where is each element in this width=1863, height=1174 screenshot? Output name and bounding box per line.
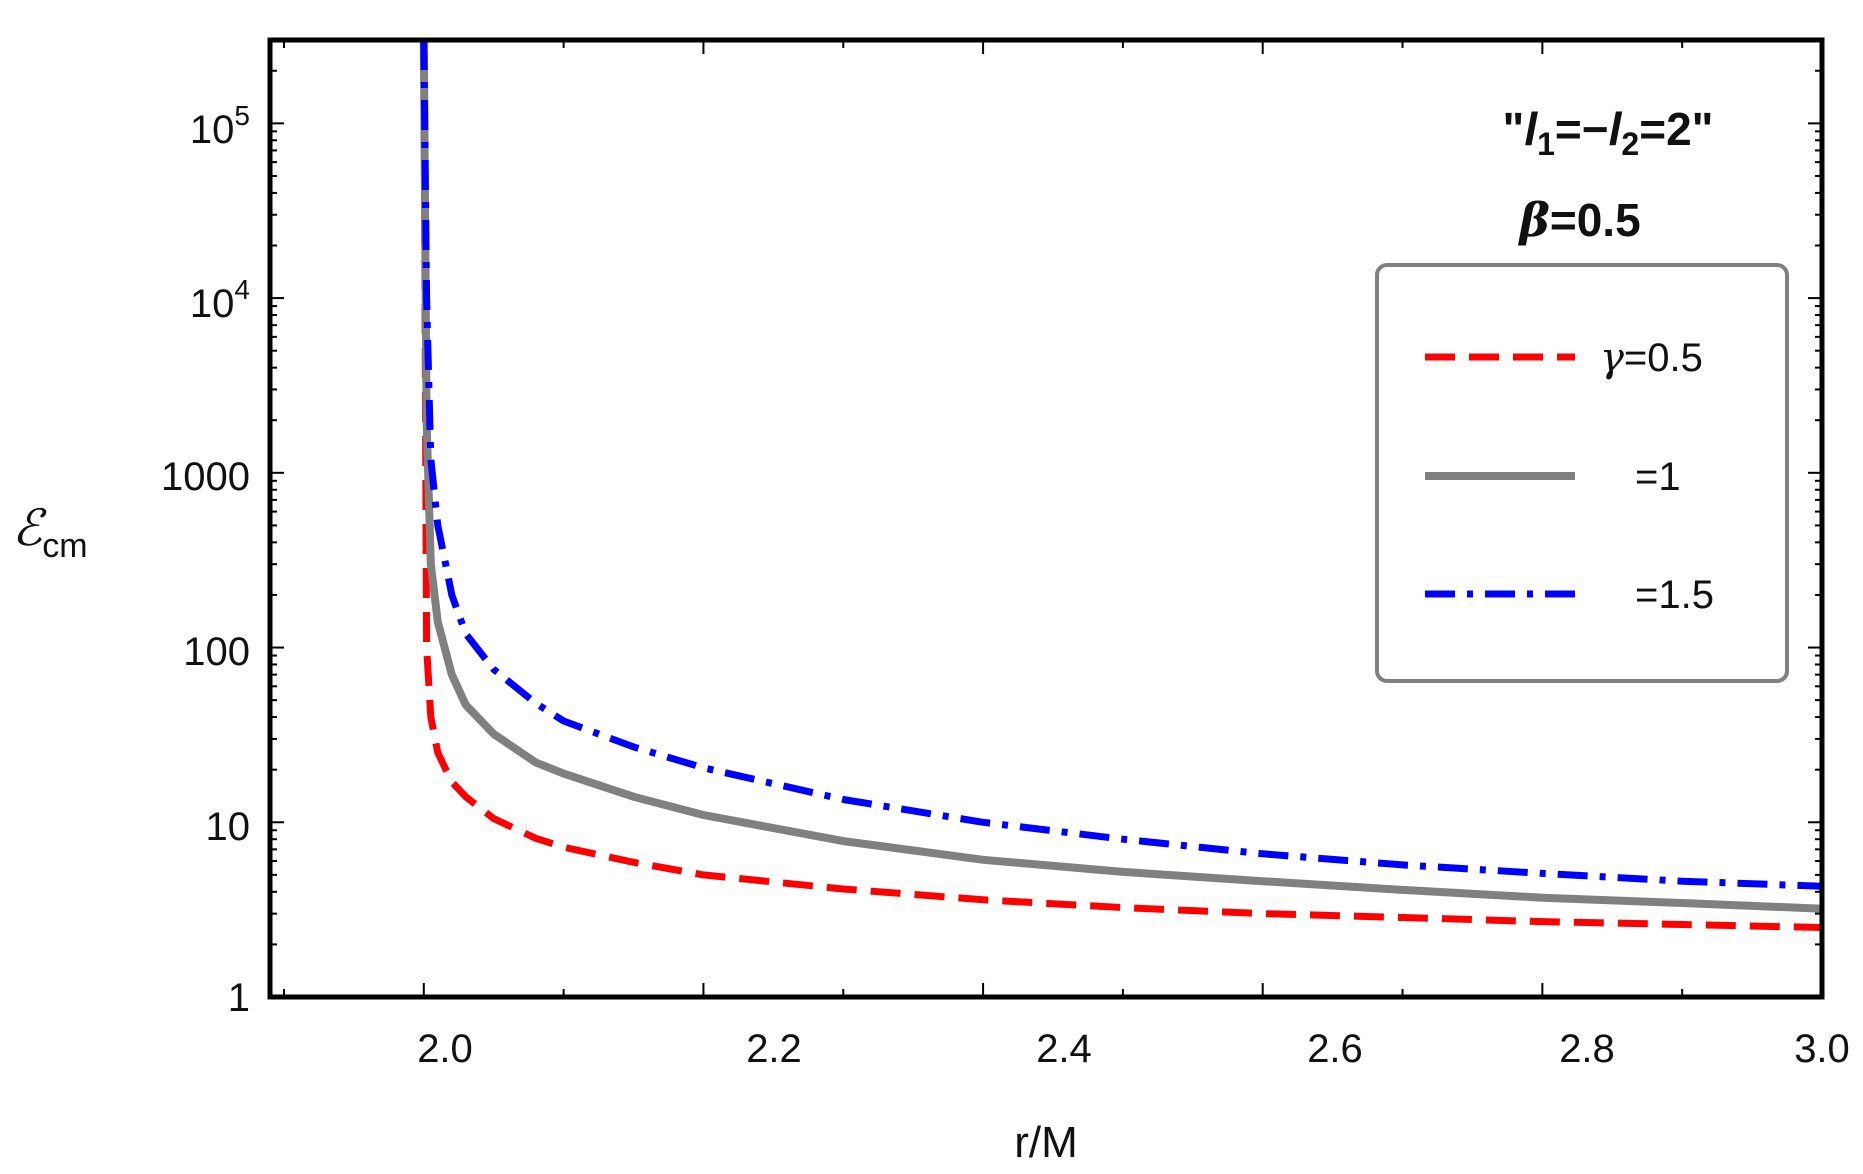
x-tick-label-0: 2.0: [417, 1027, 473, 1071]
y-tick-base-1e4: 10: [190, 282, 235, 326]
y-tick-label-100: 100: [183, 630, 250, 674]
y-tick-base-100: 100: [183, 630, 250, 674]
x-tick-label-1: 2.2: [746, 1027, 802, 1071]
legend: γ=0.5 =1 =1.5: [1375, 263, 1789, 683]
annotation-line2: β=0.5: [1517, 193, 1640, 247]
legend-gamma-symbol: γ: [1600, 335, 1624, 381]
legend-label-gamma-05: γ=0.5: [1600, 335, 1703, 381]
y-axis-title: ℰcm: [12, 499, 88, 565]
annot-eq-2: =2": [1639, 103, 1713, 155]
x-tick-label-3: 2.6: [1307, 1027, 1363, 1071]
plot-frame: [267, 37, 1825, 1000]
annot-sub2: 2: [1621, 126, 1639, 162]
legend-box: [1375, 263, 1789, 683]
annot-eq-minus: =−: [1555, 103, 1609, 155]
x-axis-title: r/M: [1014, 1118, 1078, 1167]
y-tick-base-1000: 1000: [161, 455, 250, 499]
y-axis-subscript: cm: [42, 527, 87, 565]
series-line-1: [419, 39, 1823, 913]
x-tick-label-2: 2.4: [1036, 1027, 1092, 1071]
y-tick-label-1: 1: [228, 976, 250, 1020]
annotation-line1: "l1=−l2=2": [1503, 103, 1714, 162]
annot-l1: l: [1524, 103, 1538, 155]
series-line-2: [420, 39, 1823, 890]
y-tick-sup-1e5: 5: [234, 100, 250, 131]
legend-gamma-value-0: =0.5: [1624, 336, 1703, 380]
y-tick-label-1e5: 105: [190, 100, 250, 152]
y-tick-sup-1e4: 4: [234, 274, 250, 305]
y-tick-label-10: 10: [206, 805, 251, 849]
y-tick-base-1: 1: [228, 976, 250, 1020]
annot-quote-open: ": [1503, 103, 1525, 155]
y-tick-label-1000: 1000: [161, 455, 250, 499]
x-tick-label-4: 2.8: [1559, 1027, 1615, 1071]
legend-label-gamma-15: =1.5: [1635, 573, 1714, 617]
annot-beta-value: =0.5: [1550, 194, 1641, 246]
annot-l2: l: [1609, 103, 1623, 155]
series-line-0: [420, 39, 1823, 931]
annot-sub1: 1: [1537, 126, 1555, 162]
y-tick-base-10: 10: [206, 805, 251, 849]
legend-label-gamma-1: =1: [1635, 455, 1681, 499]
y-axis-symbol: ℰ: [12, 499, 47, 557]
annot-beta: β: [1517, 193, 1550, 247]
y-tick-base-1e5: 10: [190, 108, 235, 152]
x-tick-label-5: 3.0: [1794, 1027, 1850, 1071]
y-tick-label-1e4: 104: [190, 274, 250, 326]
